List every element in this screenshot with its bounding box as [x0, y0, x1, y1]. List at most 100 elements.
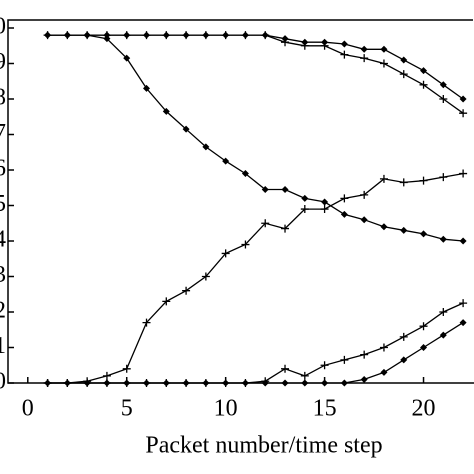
- marker: [182, 286, 191, 295]
- marker: [122, 31, 131, 40]
- marker: [360, 54, 369, 63]
- marker: [44, 31, 52, 39]
- y-tick-label: 0.0: [0, 369, 6, 395]
- series-line: [47, 34, 464, 242]
- marker: [340, 379, 348, 387]
- y-tick-label: 0.6: [0, 156, 6, 182]
- marker: [182, 379, 190, 387]
- y-tick-label: 0.3: [0, 262, 6, 288]
- marker: [320, 41, 329, 50]
- marker: [162, 379, 170, 387]
- marker: [420, 230, 428, 238]
- x-tick-label: 10: [214, 396, 238, 422]
- marker: [221, 31, 230, 40]
- marker: [103, 35, 111, 43]
- marker: [261, 219, 270, 228]
- marker: [420, 344, 428, 351]
- marker: [281, 186, 289, 194]
- y-tick-label: 0.8: [0, 85, 6, 111]
- y-tick-label: 0.2: [0, 298, 6, 324]
- x-tick-label: 15: [313, 396, 337, 422]
- marker: [360, 45, 368, 53]
- marker: [281, 38, 290, 47]
- marker: [143, 379, 151, 387]
- marker: [439, 95, 448, 103]
- marker: [340, 194, 349, 203]
- y-tick-label: 0.5: [0, 191, 6, 217]
- marker: [83, 379, 91, 387]
- marker: [301, 379, 309, 387]
- marker: [340, 210, 348, 218]
- marker: [380, 368, 388, 376]
- marker: [142, 31, 151, 40]
- marker: [360, 216, 368, 224]
- series-line: [47, 172, 464, 384]
- marker: [340, 355, 349, 364]
- marker: [182, 125, 190, 133]
- marker: [162, 107, 170, 115]
- marker: [439, 173, 448, 182]
- marker: [221, 249, 230, 258]
- marker: [360, 350, 369, 359]
- marker: [380, 223, 388, 231]
- marker: [162, 31, 171, 40]
- marker: [379, 174, 388, 183]
- marker: [281, 224, 290, 233]
- marker: [102, 371, 111, 380]
- y-tick-label: 1.0: [0, 14, 6, 40]
- marker: [201, 31, 210, 40]
- marker: [162, 297, 171, 306]
- marker: [202, 379, 210, 387]
- marker: [261, 31, 270, 40]
- x-tick-label: 0: [22, 396, 34, 422]
- y-tick-label: 0.9: [0, 49, 6, 75]
- marker: [300, 205, 309, 214]
- marker: [301, 194, 309, 202]
- marker: [222, 379, 230, 387]
- marker: [123, 54, 131, 62]
- series-line: [47, 302, 464, 384]
- x-tick-label: 20: [412, 396, 436, 422]
- marker: [439, 81, 447, 89]
- marker: [340, 40, 348, 48]
- marker: [63, 31, 71, 39]
- marker: [241, 379, 249, 387]
- marker: [459, 169, 468, 178]
- marker: [142, 318, 151, 327]
- marker: [44, 379, 52, 387]
- marker: [63, 379, 71, 387]
- marker: [261, 186, 269, 194]
- marker: [123, 379, 131, 387]
- marker: [281, 379, 289, 387]
- marker: [459, 299, 468, 308]
- marker: [459, 237, 467, 245]
- marker: [419, 322, 428, 331]
- marker: [321, 379, 329, 387]
- marker: [241, 240, 250, 249]
- marker: [261, 379, 269, 387]
- marker: [439, 331, 447, 339]
- marker: [321, 198, 329, 206]
- series-line: [47, 322, 464, 384]
- marker: [360, 375, 368, 383]
- marker: [241, 31, 250, 40]
- marker: [143, 84, 151, 92]
- marker: [182, 31, 191, 40]
- marker: [399, 178, 408, 187]
- marker: [222, 157, 230, 165]
- marker: [201, 272, 210, 281]
- marker: [400, 226, 408, 234]
- marker: [399, 70, 408, 79]
- marker: [103, 379, 111, 387]
- marker: [459, 95, 467, 103]
- marker: [459, 319, 467, 327]
- series-line: [47, 34, 464, 100]
- marker: [340, 50, 349, 59]
- marker: [83, 31, 91, 39]
- x-axis-label: Packet number/time step: [145, 433, 382, 459]
- x-tick-label: 5: [121, 396, 133, 422]
- marker: [379, 59, 388, 68]
- marker: [122, 364, 131, 373]
- marker: [300, 371, 309, 380]
- marker: [420, 67, 428, 75]
